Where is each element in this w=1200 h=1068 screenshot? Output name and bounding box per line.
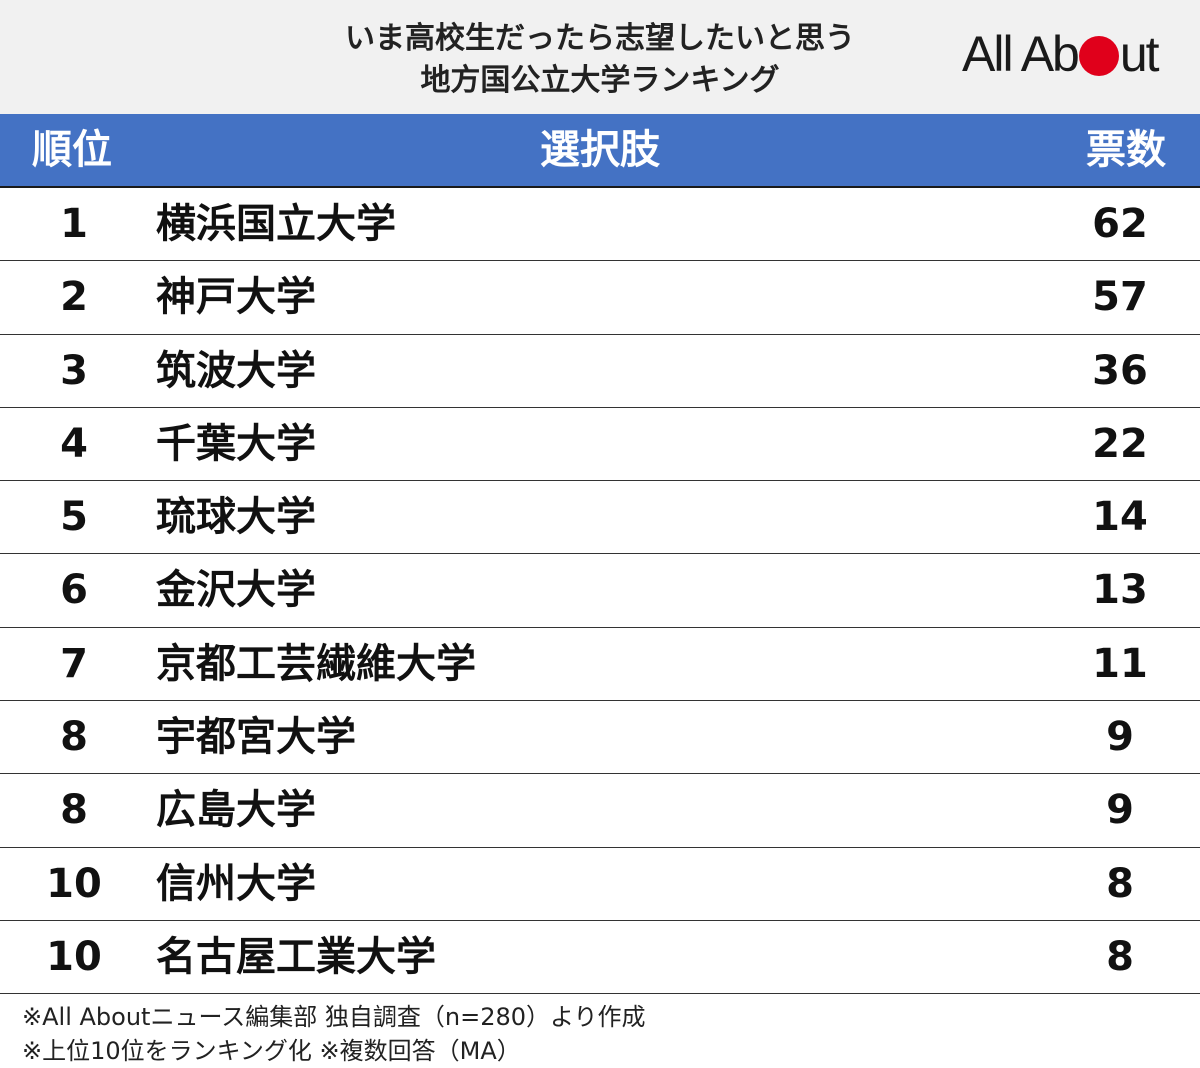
row-rank: 1 <box>60 201 88 247</box>
row-votes: 9 <box>1106 714 1134 761</box>
row-university-name: 琉球大学 <box>156 494 316 541</box>
table-row: 8 宇都宮大学 9 <box>0 701 1200 775</box>
title-band: いま高校生だったら志望したいと思う 地方国公立大学ランキング All Ab ut <box>0 0 1200 114</box>
title-line-2: 地方国公立大学ランキング <box>420 63 780 98</box>
row-rank: 3 <box>60 347 88 394</box>
row-votes: 14 <box>1092 494 1148 541</box>
table-header: 順位 選択肢 票数 <box>0 114 1200 188</box>
table-row: 4 千葉大学 22 <box>0 408 1200 482</box>
footnote-method: ※上位10位をランキング化 ※複数回答（MA） <box>22 1037 521 1065</box>
row-university-name: 宇都宮大学 <box>156 714 356 761</box>
row-rank: 7 <box>60 640 88 687</box>
header-choice: 選択肢 <box>540 127 660 173</box>
row-rank: 8 <box>60 787 88 834</box>
row-rank: 2 <box>60 274 88 321</box>
row-votes: 57 <box>1092 274 1148 321</box>
row-university-name: 京都工芸繊維大学 <box>156 640 476 687</box>
row-university-name: 広島大学 <box>156 787 316 834</box>
table-row: 10 信州大学 8 <box>0 848 1200 921</box>
ranking-table-body: 1 横浜国立大学 62 2 神戸大学 57 3 筑波大学 36 4 千葉大学 2… <box>0 188 1200 995</box>
row-rank: 10 <box>46 860 102 907</box>
row-votes: 36 <box>1092 347 1148 394</box>
row-rank: 10 <box>46 933 102 980</box>
row-rank: 6 <box>60 567 88 614</box>
footnote-source: ※All Aboutニュース編集部 独自調査（n=280）より作成 <box>22 1003 646 1031</box>
row-votes: 62 <box>1092 201 1148 247</box>
logo-text-end: ut <box>1119 26 1160 82</box>
row-votes: 9 <box>1106 787 1134 834</box>
row-university-name: 名古屋工業大学 <box>156 933 436 980</box>
footnotes: ※All Aboutニュース編集部 独自調査（n=280）より作成 ※上位10位… <box>22 1000 646 1068</box>
row-rank: 5 <box>60 494 88 541</box>
row-university-name: 信州大学 <box>156 860 316 907</box>
table-row: 8 広島大学 9 <box>0 774 1200 848</box>
table-row: 3 筑波大学 36 <box>0 335 1200 408</box>
logo-red-dot-icon <box>1078 36 1119 76</box>
table-row: 10 名古屋工業大学 8 <box>0 921 1200 995</box>
row-votes: 8 <box>1106 933 1134 980</box>
logo-text-start: All Ab <box>962 26 1080 82</box>
row-rank: 4 <box>60 420 88 467</box>
row-rank: 8 <box>60 714 88 761</box>
all-about-logo: All Ab ut <box>962 26 1160 82</box>
table-row: 7 京都工芸繊維大学 11 <box>0 628 1200 702</box>
page-title: いま高校生だったら志望したいと思う 地方国公立大学ランキング <box>240 18 960 102</box>
row-university-name: 千葉大学 <box>156 420 316 467</box>
table-row: 1 横浜国立大学 62 <box>0 188 1200 262</box>
table-row: 5 琉球大学 14 <box>0 481 1200 555</box>
header-votes: 票数 <box>1086 127 1166 173</box>
table-row: 6 金沢大学 13 <box>0 554 1200 628</box>
row-university-name: 金沢大学 <box>156 567 316 614</box>
table-row: 2 神戸大学 57 <box>0 261 1200 335</box>
row-university-name: 神戸大学 <box>156 274 316 321</box>
row-votes: 8 <box>1106 860 1134 907</box>
title-line-1: いま高校生だったら志望したいと思う <box>345 21 855 56</box>
row-university-name: 横浜国立大学 <box>156 201 396 247</box>
row-votes: 11 <box>1092 640 1148 687</box>
row-votes: 13 <box>1092 567 1148 614</box>
row-votes: 22 <box>1092 420 1148 467</box>
row-university-name: 筑波大学 <box>156 347 316 394</box>
header-rank: 順位 <box>32 127 112 173</box>
